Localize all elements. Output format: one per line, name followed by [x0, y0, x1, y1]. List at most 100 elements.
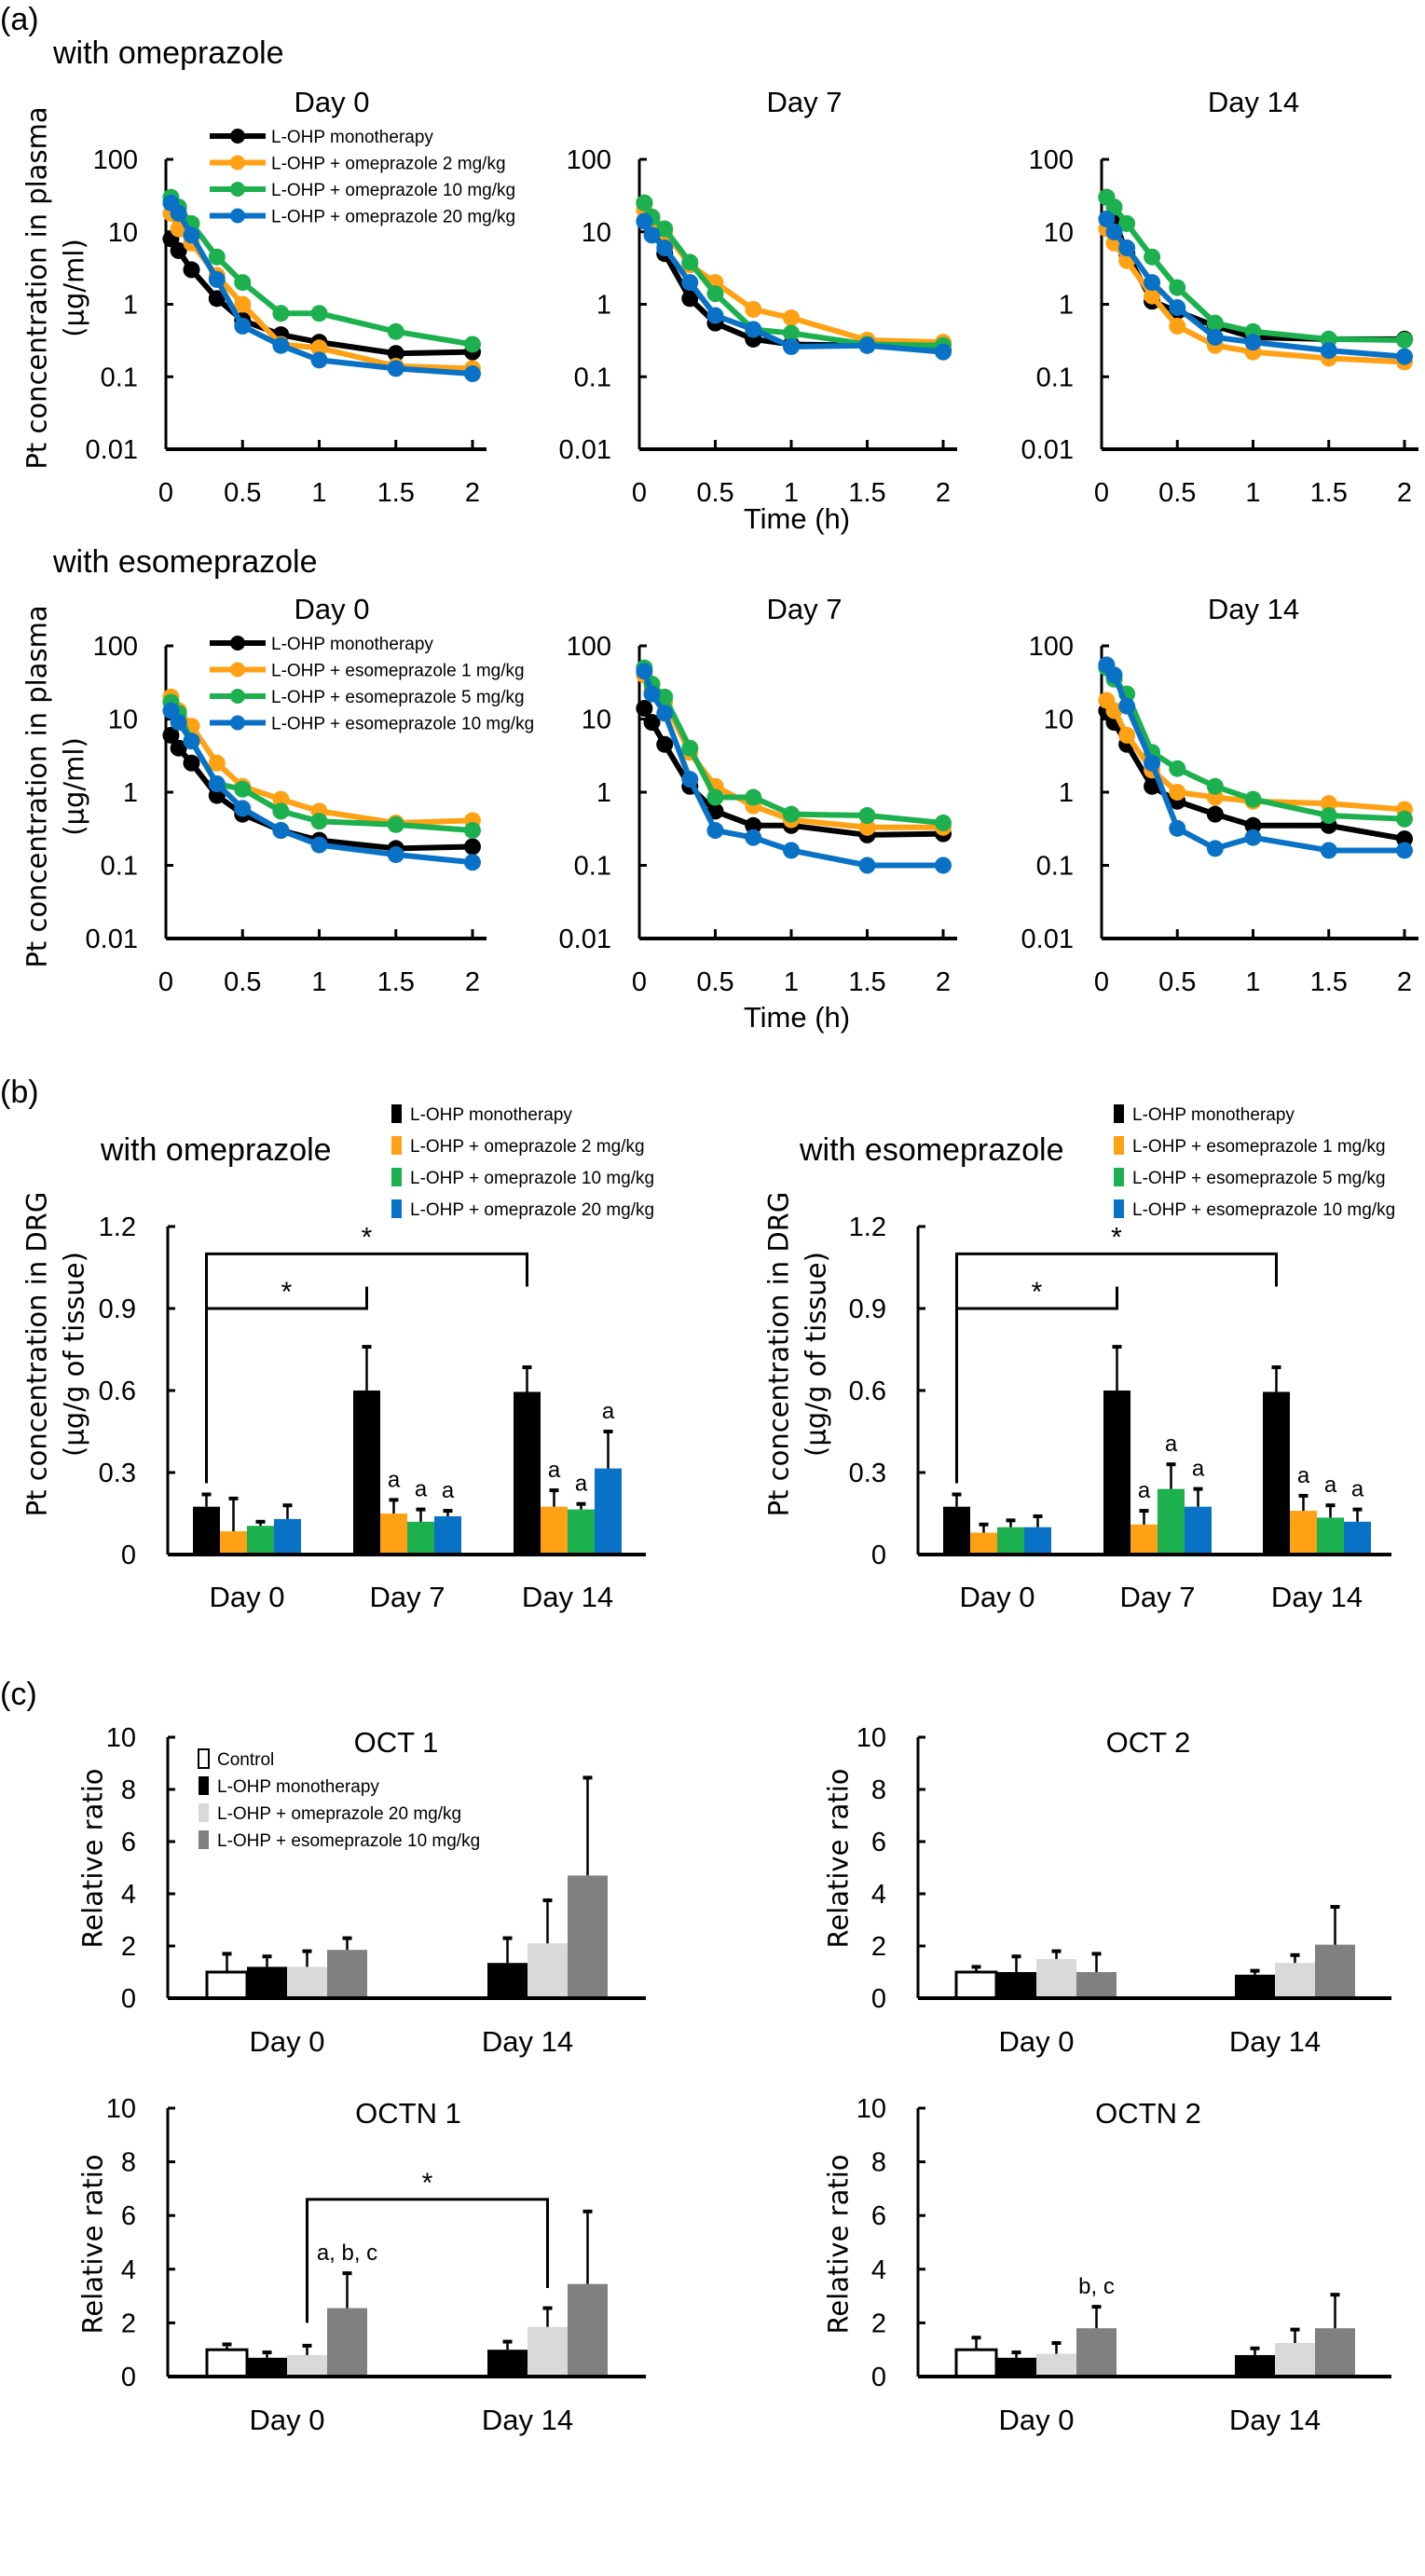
data-point [183, 261, 200, 279]
legend-swatch [1114, 1136, 1124, 1155]
x-tick-label: 0 [632, 478, 647, 508]
data-point [170, 714, 187, 732]
data-point [706, 788, 724, 806]
x-tick-label: 1 [311, 967, 326, 997]
data-point [272, 305, 290, 322]
data-point [783, 337, 800, 355]
data-point [387, 846, 404, 864]
y-tick-label: 0.01 [559, 435, 611, 465]
x-tick-label: 1.5 [848, 967, 885, 997]
bar-chart-2: OCT 1 0 2 4 6 8 10 Day 0 Day 14 Relative ratio Con… [77, 1723, 646, 2058]
data-point [464, 336, 481, 353]
data-point [706, 285, 724, 303]
data-point [310, 305, 328, 322]
data-point [706, 802, 724, 820]
x-category-label: Day 14 [1229, 2404, 1321, 2436]
legend-label: L-OHP + esomeprazole 1 mg/kg [1132, 1137, 1386, 1157]
significance-bracket [955, 1286, 1118, 1484]
significance-bracket [205, 1252, 528, 1484]
x-tick-label: 0.5 [696, 478, 733, 508]
section-title-omeprazole: with omeprazole [52, 35, 284, 71]
data-point [1244, 790, 1262, 808]
x-category-label: Day 14 [1271, 1581, 1363, 1613]
y-tick-label: 1 [1059, 778, 1074, 808]
x-tick-label: 1 [1245, 967, 1260, 997]
data-point [387, 345, 404, 363]
bar [1024, 1527, 1051, 1555]
y-axis-label: (μg/ml) [59, 737, 90, 836]
data-point [1396, 810, 1413, 828]
panel-label-c: (c) [0, 1677, 37, 1712]
x-tick-label: 0.5 [1158, 967, 1196, 997]
data-point [1144, 777, 1161, 795]
y-tick-label: 0.6 [99, 1377, 136, 1406]
x-tick-label: 0 [632, 967, 647, 997]
legend-swatch [199, 1803, 209, 1822]
bar [568, 1875, 608, 1998]
data-point [935, 856, 952, 874]
panel-label-b: (b) [0, 1075, 39, 1110]
chart-title: Day 7 [767, 593, 843, 625]
x-tick-label: 0 [1094, 967, 1109, 997]
bar [514, 1391, 541, 1555]
data-point [643, 226, 661, 244]
data-point [1144, 248, 1161, 266]
y-tick-label: 100 [1029, 145, 1074, 175]
x-tick-label: 0.5 [224, 967, 261, 997]
data-point [1244, 334, 1262, 351]
data-point [656, 688, 674, 706]
legend-label: L-OHP monotherapy [217, 1777, 379, 1797]
data-point [681, 253, 699, 271]
series-line-0 [1103, 196, 1404, 342]
data-point [183, 226, 200, 244]
legend-label: Control [217, 1750, 274, 1770]
legend-label: L-OHP monotherapy [271, 128, 433, 147]
y-axis-label: (μg/g of tissue) [59, 1252, 90, 1457]
y-tick-label: 2 [121, 2309, 136, 2338]
data-point [656, 735, 674, 753]
bar [327, 2308, 367, 2377]
y-tick-label: 0.9 [849, 1295, 886, 1324]
bar [1317, 1517, 1344, 1555]
bar [1263, 1391, 1290, 1555]
y-tick-label: 10 [108, 218, 138, 248]
bar [997, 1527, 1024, 1555]
data-point [387, 322, 404, 340]
bar [407, 1521, 434, 1555]
bar-chart-1: 0 0.3 0.6 0.9 1.2 Day 0 Day 7 Day 14 Pt concentr… [763, 1104, 1395, 1613]
x-category-label: Day 0 [250, 2025, 325, 2058]
data-point [387, 360, 404, 377]
bar [954, 2348, 998, 2378]
x-tick-label: 0.5 [1158, 478, 1196, 508]
significance-star: * [281, 1277, 293, 1308]
x-category-label: Day 0 [999, 2025, 1075, 2058]
data-point [1105, 666, 1123, 684]
legend-label: L-OHP monotherapy [1132, 1105, 1295, 1125]
data-point [745, 829, 762, 846]
legend-swatch [199, 1830, 209, 1849]
bar-chart-3: OCT 2 0 2 4 6 8 10 Day 0 Day 14 Relative ratio [823, 1723, 1391, 2058]
data-point [170, 204, 187, 222]
data-point [310, 351, 328, 369]
y-tick-label: 8 [871, 2148, 886, 2178]
data-point [783, 842, 800, 859]
data-point [783, 309, 800, 327]
y-tick-label: 8 [121, 1775, 136, 1805]
data-point [1118, 726, 1136, 744]
significance-annotation: a [1138, 1478, 1151, 1503]
y-tick-label: 2 [871, 2309, 886, 2338]
line-chart-3: Day 0 0.01 0.1 1 10 100 0 0.5 1 1.5 2 Pt concentrat… [21, 593, 535, 997]
data-point [935, 343, 952, 361]
data-point [745, 788, 762, 806]
legend-label: L-OHP + esomeprazole 10 mg/kg [271, 715, 534, 734]
significance-annotation: a [575, 1472, 588, 1497]
significance-annotation: a [1165, 1432, 1178, 1457]
bar [954, 1970, 998, 2000]
bar [595, 1468, 622, 1555]
data-point [1396, 348, 1413, 365]
data-point [162, 726, 180, 744]
bar [434, 1515, 461, 1555]
data-point [208, 775, 226, 793]
y-tick-label: 0 [121, 2363, 136, 2392]
significance-annotation: b, c [1078, 2274, 1115, 2299]
